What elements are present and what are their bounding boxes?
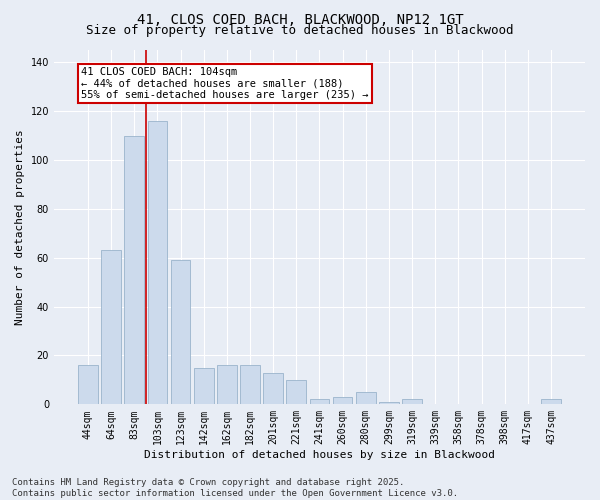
Bar [263,372,283,404]
Bar [541,400,561,404]
Text: 41, CLOS COED BACH, BLACKWOOD, NP12 1GT: 41, CLOS COED BACH, BLACKWOOD, NP12 1GT [137,12,463,26]
Bar [101,250,121,404]
Bar [379,402,399,404]
Bar [402,400,422,404]
Bar [240,365,260,405]
Bar [170,260,190,404]
Bar [286,380,306,404]
Bar [78,365,98,405]
Bar [217,365,236,405]
Y-axis label: Number of detached properties: Number of detached properties [15,130,25,325]
Text: Size of property relative to detached houses in Blackwood: Size of property relative to detached ho… [86,24,514,37]
Bar [310,400,329,404]
Bar [148,121,167,405]
Bar [124,136,144,404]
Bar [194,368,214,405]
Text: 41 CLOS COED BACH: 104sqm
← 44% of detached houses are smaller (188)
55% of semi: 41 CLOS COED BACH: 104sqm ← 44% of detac… [81,67,368,100]
Bar [333,397,352,404]
X-axis label: Distribution of detached houses by size in Blackwood: Distribution of detached houses by size … [144,450,495,460]
Text: Contains HM Land Registry data © Crown copyright and database right 2025.
Contai: Contains HM Land Registry data © Crown c… [12,478,458,498]
Bar [356,392,376,404]
